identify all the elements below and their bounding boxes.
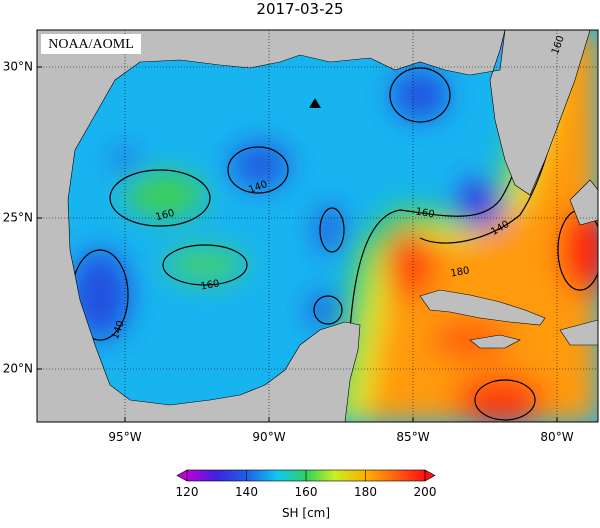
watermark-box: [41, 34, 141, 54]
lat-tick-label: 25°N: [3, 211, 33, 225]
plot-frame: [36, 29, 599, 423]
lon-tick-label: 80°W: [540, 430, 573, 444]
sea-field: [37, 30, 598, 422]
grid: [37, 30, 598, 422]
lon-tick-label: 95°W: [108, 430, 141, 444]
lat-tick-label: 20°N: [3, 362, 33, 376]
lon-tick-label: 90°W: [252, 430, 285, 444]
colorbar-tick-label: 180: [354, 485, 377, 499]
colorbar-tick-label: 200: [414, 485, 437, 499]
colorbar-max-arrow: [424, 469, 436, 482]
lat-tick-label: 30°N: [3, 60, 33, 74]
watermark: NOAA/AOML: [48, 37, 134, 52]
contour-label: 160: [154, 208, 175, 224]
lon-tick-label: 85°W: [396, 430, 429, 444]
contour-label: 160: [200, 278, 221, 292]
colorbar-min-arrow: [176, 469, 188, 482]
map-title: 2017-03-25: [256, 0, 343, 18]
colorbar-tick-label: 160: [295, 485, 318, 499]
colorbar-tick-label: 140: [235, 485, 258, 499]
contour-label: 160: [415, 206, 436, 220]
contour-label: 180: [450, 265, 471, 279]
colorbar-tick-label: 120: [176, 485, 199, 499]
colorbar-label: SH [cm]: [282, 506, 330, 520]
